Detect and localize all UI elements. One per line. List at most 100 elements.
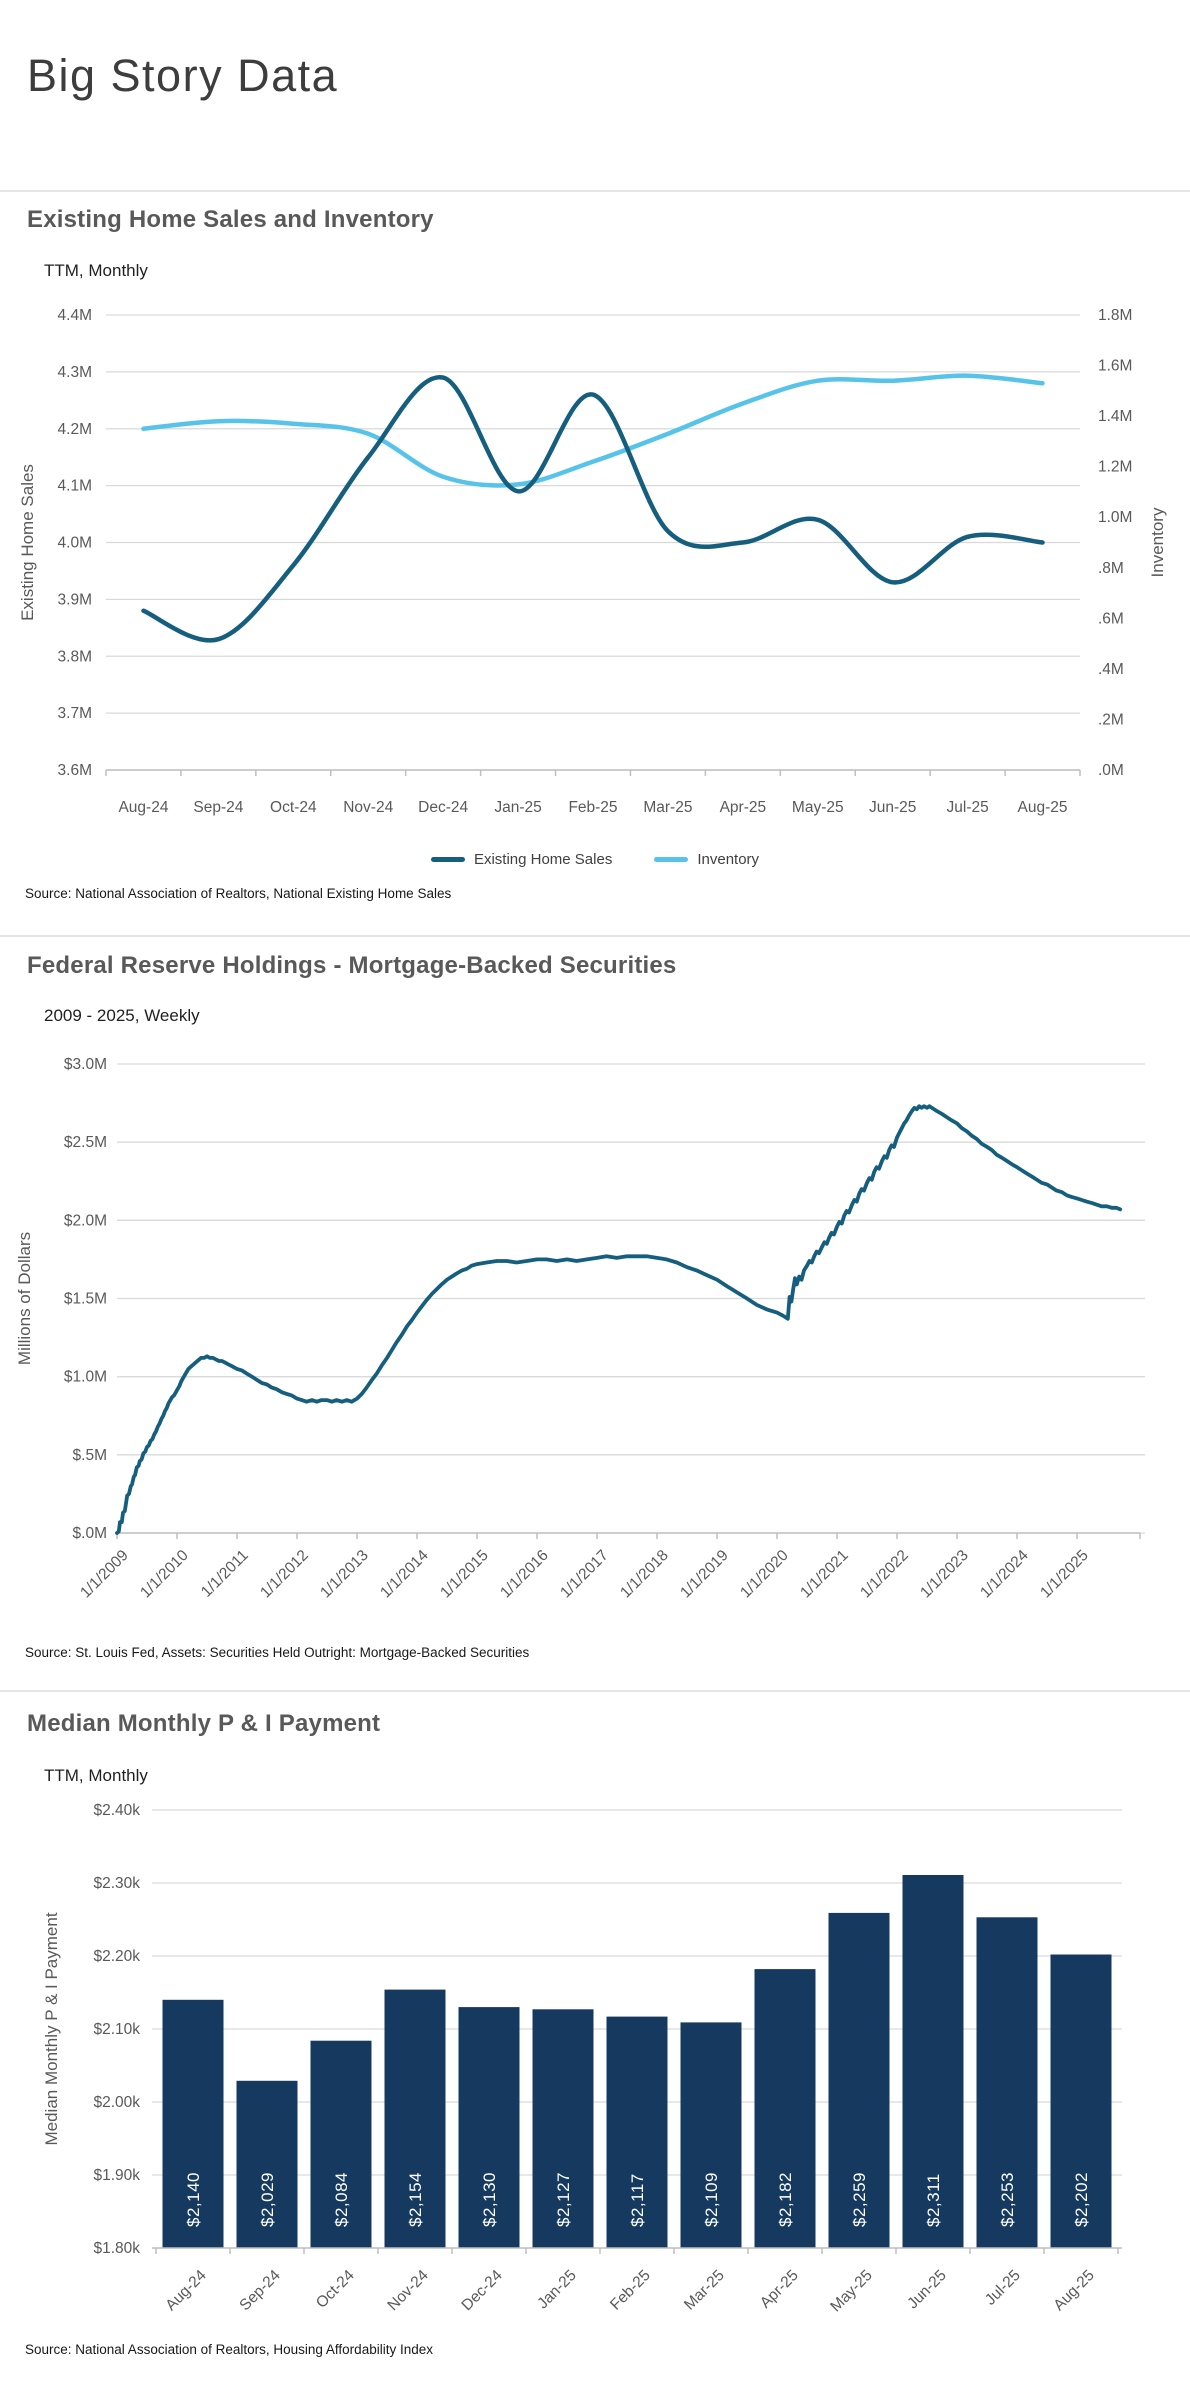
axis-tick-label: 4.0M	[58, 535, 92, 552]
axis-tick-label: Median Monthly P & I Payment	[42, 1912, 61, 2145]
bar-value-label: $2,259	[850, 2172, 869, 2227]
chart-subtitle-fed-mbs: 2009 - 2025, Weekly	[44, 1006, 200, 1025]
chart-title-pi-payment: Median Monthly P & I Payment	[27, 1710, 381, 1737]
axis-tick-label: 1.6M	[1098, 358, 1132, 375]
axis-tick-label: 1/1/2014	[377, 1547, 432, 1602]
axis-tick-label: Aug-24	[162, 2267, 210, 2315]
axis-tick-label: 4.3M	[58, 364, 92, 381]
bar-value-label: $2,117	[628, 2173, 647, 2227]
axis-tick-label: .4M	[1098, 661, 1124, 678]
axis-tick-label: 1/1/2009	[77, 1547, 132, 1602]
bar-value-label: $2,253	[998, 2172, 1017, 2227]
chart-title-fed-mbs: Federal Reserve Holdings - Mortgage-Back…	[27, 952, 677, 979]
line-series-existing-home-sales	[141, 375, 1045, 643]
fed-mbs-holdings-chart: $3.0M $2.5M $2.0M $1.5M $1.0M $.5M $.0M 1/1/200…	[15, 1056, 1145, 1602]
line-series-fed-mbs	[115, 1104, 1123, 1535]
axis-tick-label: Inventory	[1148, 507, 1167, 577]
bar-value-label: $2,109	[702, 2172, 721, 2227]
bar-oct-24	[310, 2040, 372, 2248]
axis-tick-label: Existing Home Sales	[18, 464, 37, 621]
axis-tick-label: 1/1/2012	[257, 1547, 312, 1602]
axis-tick-label: Aug-25	[1050, 2267, 1097, 2314]
axis-tick-label: Apr-25	[757, 2267, 802, 2312]
axis-tick-label: Aug-24	[118, 799, 168, 816]
bar-may-25	[828, 1912, 890, 2248]
axis-tick-label: 4.2M	[58, 421, 92, 438]
axis-tick-label: Jan-25	[494, 799, 541, 816]
axis-tick-label: Sep-24	[193, 799, 243, 816]
axis-tick-label: 1.8M	[1098, 307, 1132, 324]
axis-tick-label: 1/1/2018	[617, 1547, 672, 1602]
bar-value-label: $2,311	[924, 2173, 943, 2227]
bar-value-label: $2,029	[258, 2172, 277, 2227]
legend-item-inventory: Inventory	[654, 851, 759, 868]
axis-tick-label: Feb-25	[607, 2267, 654, 2314]
axis-tick-label: Jun-25	[904, 2267, 950, 2313]
bar-jul-25	[976, 1917, 1038, 2248]
axis-tick-label: $1.5M	[64, 1291, 107, 1308]
section-divider	[0, 190, 1190, 192]
bar-value-label: $2,130	[480, 2172, 499, 2227]
axis-tick-label: Feb-25	[568, 799, 617, 816]
axis-tick-label: 3.6M	[58, 762, 92, 779]
bar-feb-25	[606, 2016, 668, 2248]
axis-tick-label: 4.1M	[58, 478, 92, 495]
legend-item-existing-home-sales: Existing Home Sales	[430, 850, 613, 868]
section-divider	[0, 935, 1190, 937]
axis-tick-label: .8M	[1098, 560, 1124, 577]
bar-value-label: $2,084	[332, 2172, 351, 2227]
axis-tick-label: 1/1/2015	[437, 1547, 492, 1602]
axis-tick-label: 1/1/2017	[557, 1547, 612, 1602]
axis-tick-label: Apr-25	[720, 799, 767, 816]
axis-tick-label: $.0M	[73, 1525, 107, 1542]
bar-sep-24	[236, 2080, 298, 2248]
bar-dec-24	[458, 2007, 520, 2248]
bar-nov-24	[384, 1989, 446, 2248]
axis-tick-label: 1/1/2021	[797, 1547, 852, 1602]
axis-tick-label: Dec-24	[418, 799, 468, 816]
axis-tick-label: Nov-24	[343, 799, 393, 816]
bar-value-label: $2,127	[554, 2172, 573, 2227]
axis-tick-label: $1.0M	[64, 1369, 107, 1386]
axis-tick-label: 1.0M	[1098, 509, 1132, 526]
bar-value-label: $2,154	[406, 2172, 425, 2227]
chart-subtitle-pi-payment: TTM, Monthly	[44, 1766, 148, 1785]
axis-tick-label: 1/1/2020	[737, 1547, 792, 1602]
axis-tick-label: Mar-25	[643, 799, 692, 816]
axis-tick-label: $2.40k	[93, 1802, 140, 1819]
axis-tick-label: Dec-24	[458, 2267, 506, 2315]
line-series-inventory	[141, 373, 1045, 488]
axis-tick-label: Oct-24	[313, 2267, 358, 2312]
axis-tick-label: Nov-24	[384, 2267, 432, 2315]
axis-tick-label: $2.0M	[64, 1212, 107, 1229]
bar-jun-25	[902, 1875, 964, 2248]
source-note-pi-payment: Source: National Association of Realtors…	[25, 2342, 433, 2357]
bar-jan-25	[532, 2009, 594, 2248]
axis-tick-label: 1/1/2013	[317, 1547, 372, 1602]
chart-legend: Existing Home Sales Inventory	[0, 847, 1190, 871]
axis-tick-label: $2.20k	[93, 1948, 140, 1965]
axis-tick-label: 4.4M	[58, 307, 92, 324]
bar-value-label: $2,140	[184, 2172, 203, 2227]
axis-tick-label: 1/1/2023	[917, 1547, 972, 1602]
axis-tick-label: $1.80k	[93, 2240, 140, 2257]
axis-tick-label: $2.10k	[93, 2021, 140, 2038]
page-title: Big Story Data	[27, 50, 339, 101]
axis-tick-label: 1.2M	[1098, 459, 1132, 476]
axis-tick-label: May-25	[792, 799, 844, 816]
bar-mar-25	[680, 2022, 742, 2248]
axis-tick-label: 1/1/2011	[198, 1547, 252, 1601]
legend-label: Existing Home Sales	[473, 850, 613, 868]
axis-tick-label: 1/1/2025	[1037, 1547, 1092, 1602]
axis-tick-label: Aug-25	[1018, 799, 1068, 816]
inventory-line-swatch	[654, 856, 689, 862]
axis-tick-label: May-25	[827, 2267, 876, 2316]
bar-value-label: $2,182	[776, 2172, 795, 2227]
axis-tick-label: $1.90k	[93, 2167, 140, 2184]
axis-tick-label: Millions of Dollars	[15, 1232, 34, 1365]
axis-tick-label: $.5M	[73, 1447, 107, 1464]
bar-aug-25	[1050, 1954, 1112, 2248]
existing-home-sales-line-swatch	[430, 856, 465, 862]
axis-tick-label: Jul-25	[982, 2267, 1024, 2309]
